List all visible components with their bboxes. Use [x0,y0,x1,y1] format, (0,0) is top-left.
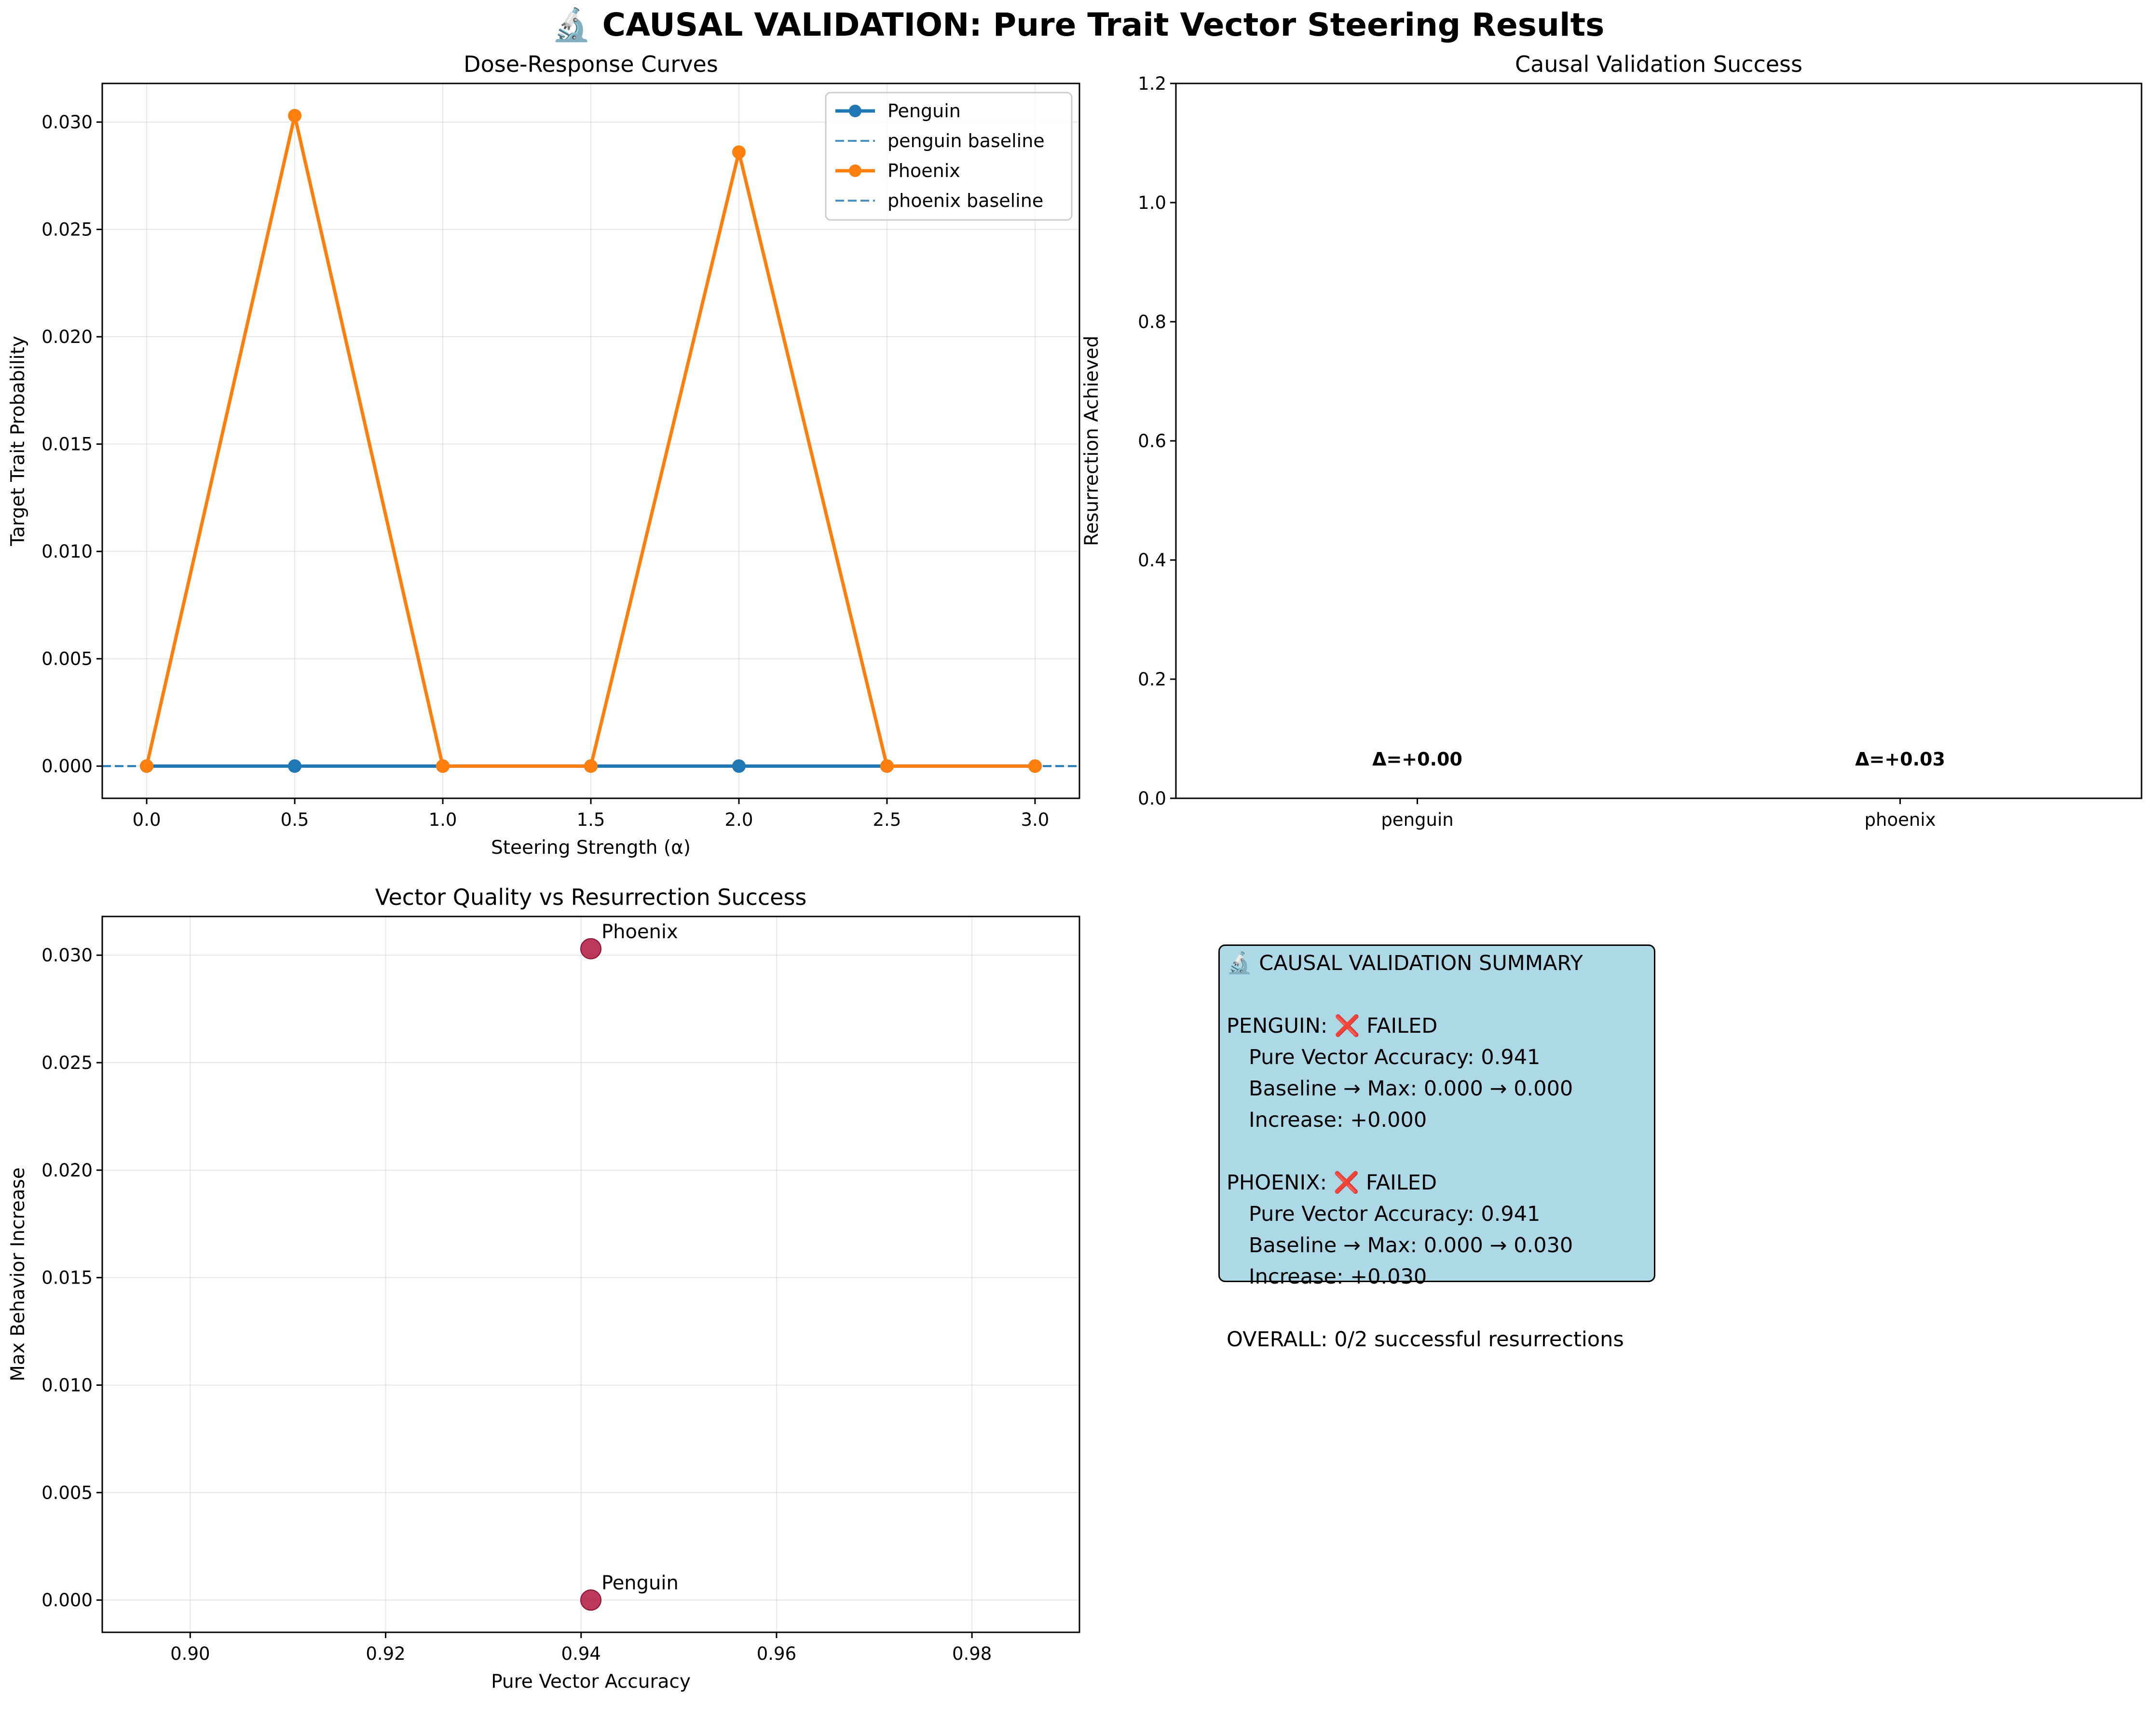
dose-point-penguin [732,759,746,773]
scatter-xtick-label: 0.90 [170,1643,210,1664]
dose-xtick-label: 1.0 [429,809,457,830]
scatter-ytick-label: 0.025 [41,1053,93,1073]
summary-penguin-increase: Increase: +0.000 [1249,1108,1427,1132]
dose-point-phoenix [140,759,154,773]
scatter-frame [101,916,1080,1633]
validation-ytick-label: 1.2 [1138,73,1166,94]
scatter-title: Vector Quality vs Resurrection Success [375,884,807,910]
dose-ytick-label: 0.030 [41,112,93,133]
scatter-ytick-label: 0.005 [41,1482,93,1503]
dose-legend-marker [849,105,861,117]
summary-phoenix-status: PHOENIX: ❌ FAILED [1227,1171,1437,1195]
validation-ytick-label: 0.6 [1138,431,1166,451]
scatter-point-label: Phoenix [601,921,678,943]
scatter-ytick-label: 0.020 [41,1160,93,1181]
dose-ytick-label: 0.020 [41,327,93,347]
dose-legend-label: Penguin [887,100,961,122]
dose-ytick-label: 0.000 [41,756,93,777]
dose-xlabel: Steering Strength (α) [491,837,691,859]
dose-ytick-label: 0.015 [41,434,93,455]
scatter-ytick-label: 0.015 [41,1268,93,1288]
dose-xtick-label: 0.0 [133,809,161,830]
dose-point-phoenix [880,759,894,773]
scatter-xlabel: Pure Vector Accuracy [491,1671,691,1693]
dose-xtick-label: 1.5 [577,809,605,830]
validation-ytick-label: 0.4 [1138,550,1166,571]
dose-point-phoenix [1028,759,1042,773]
dose-xtick-label: 2.0 [725,809,753,830]
summary-phoenix-accuracy: Pure Vector Accuracy: 0.941 [1249,1202,1541,1226]
dose-ytick-label: 0.010 [41,541,93,562]
summary-phoenix-increase: Increase: +0.030 [1249,1265,1427,1289]
scatter-point-label: Penguin [601,1572,679,1594]
validation-xtick-label: penguin [1381,809,1453,830]
summary-heading: 🔬 CAUSAL VALIDATION SUMMARY [1227,951,1583,975]
scatter-ylabel: Max Behavior Increase [7,1167,29,1381]
dose-legend-label: penguin baseline [887,130,1045,151]
dose-point-phoenix [584,759,598,773]
scatter-point-penguin [580,1589,601,1611]
dose-xtick-label: 0.5 [281,809,309,830]
dose-legend-box [825,92,1073,221]
validation-delta-label: Δ=+0.03 [1855,749,1945,770]
validation-ytick-label: 0.8 [1138,312,1166,332]
validation-ytick-label: 0.2 [1138,669,1166,690]
scatter-xtick-label: 0.98 [952,1643,992,1664]
dose-legend-marker [849,164,861,177]
scatter-xtick-label: 0.92 [366,1643,405,1664]
dose-point-phoenix [732,145,746,159]
summary-spacer [1227,1136,1654,1167]
dose-point-phoenix [436,759,450,773]
summary-phoenix-baseline: Baseline → Max: 0.000 → 0.030 [1249,1233,1573,1258]
validation-ytick-label: 1.0 [1138,192,1166,213]
dose-xtick-label: 3.0 [1021,809,1049,830]
dose-ylabel: Target Trait Probability [7,336,29,547]
summary-box: 🔬 CAUSAL VALIDATION SUMMARY PENGUIN: ❌ FA… [1218,944,1655,1352]
summary-overall: OVERALL: 0/2 successful resurrections [1227,1327,1624,1352]
figure-title: 🔬 CAUSAL VALIDATION: Pure Trait Vector S… [551,6,1605,43]
summary-penguin-baseline: Baseline → Max: 0.000 → 0.000 [1249,1077,1573,1101]
dose-legend-label: Phoenix [887,160,960,181]
dose-ytick-label: 0.005 [41,649,93,670]
dose-title: Dose-Response Curves [464,51,718,77]
scatter-xtick-label: 0.96 [757,1643,796,1664]
dose-legend-label: phoenix baseline [887,190,1043,211]
scatter-ytick-label: 0.030 [41,945,93,966]
dose-xtick-label: 2.5 [873,809,901,830]
dose-ytick-label: 0.025 [41,219,93,240]
validation-xtick-label: phoenix [1865,809,1936,830]
validation-ytick-label: 0.0 [1138,788,1166,809]
validation-frame [1175,82,2142,799]
scatter-ytick-label: 0.000 [41,1590,93,1611]
validation-title: Causal Validation Success [1515,51,1802,77]
scatter-xtick-label: 0.94 [561,1643,601,1664]
summary-spacer [1227,1293,1654,1324]
dose-frame [101,82,1080,799]
validation-ylabel: Resurrection Achieved [1081,336,1103,546]
scatter-point-phoenix [580,938,601,959]
summary-penguin-status: PENGUIN: ❌ FAILED [1227,1014,1438,1038]
dose-point-penguin [288,759,302,773]
summary-penguin-accuracy: Pure Vector Accuracy: 0.941 [1249,1045,1541,1069]
scatter-ytick-label: 0.010 [41,1375,93,1396]
validation-delta-label: Δ=+0.00 [1372,749,1462,770]
dose-point-phoenix [288,109,302,123]
summary-spacer [1227,979,1654,1011]
